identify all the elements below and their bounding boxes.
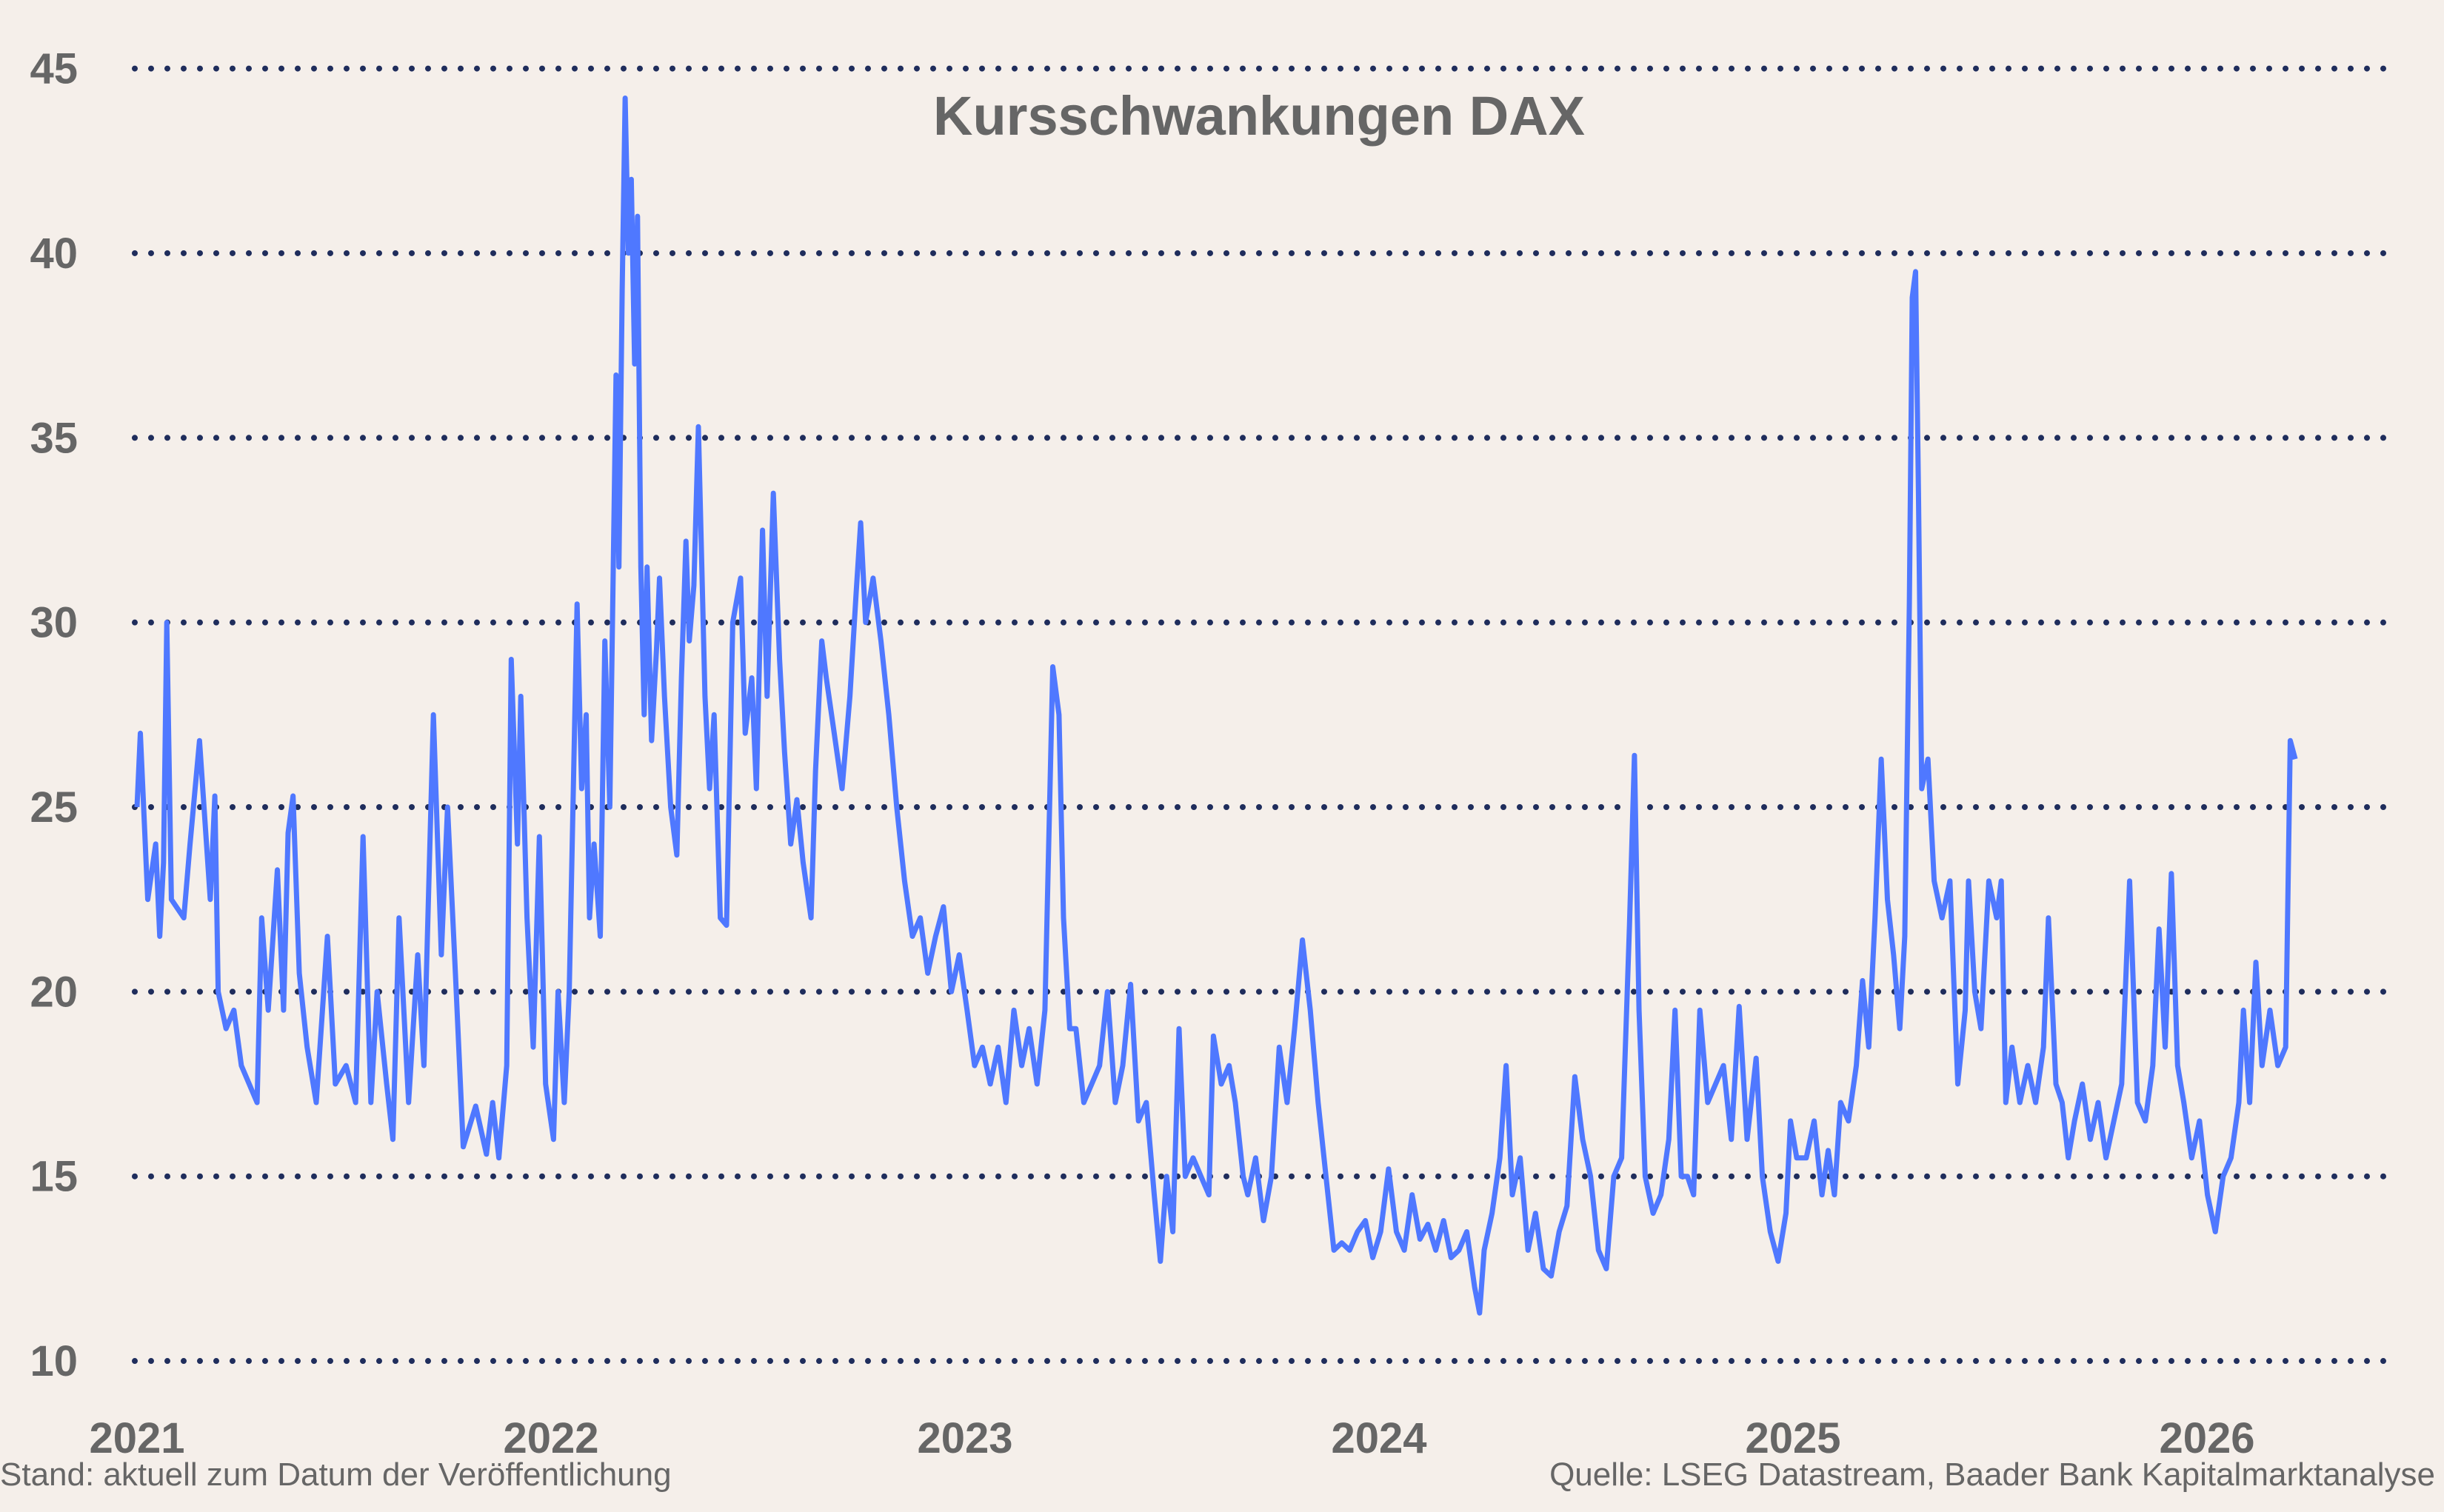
gridlines <box>132 65 2399 1365</box>
x-tick-label: 2025 <box>1745 1414 1840 1462</box>
footer-source: Quelle: LSEG Datastream, Baader Bank Kap… <box>1549 1456 2435 1493</box>
y-tick-label: 25 <box>30 783 78 832</box>
y-tick-label: 20 <box>30 968 78 1016</box>
x-axis-ticks: 2021 2022 2023 2024 2025 2026 <box>89 1414 2254 1462</box>
chart-title: Kursschwankungen DAX <box>933 85 1585 147</box>
x-tick-label: 2024 <box>1331 1414 1426 1462</box>
x-tick-label: 2021 <box>89 1414 184 1462</box>
y-tick-label: 40 <box>30 230 78 278</box>
y-tick-label: 45 <box>30 45 78 93</box>
y-tick-label: 35 <box>30 414 78 462</box>
y-axis-ticks: 10 15 20 25 30 35 40 45 <box>30 45 78 1385</box>
series-line <box>134 96 2298 1316</box>
y-tick-label: 10 <box>30 1337 78 1385</box>
x-tick-label: 2023 <box>917 1414 1012 1462</box>
y-tick-label: 30 <box>30 599 78 647</box>
x-tick-label: 2026 <box>2159 1414 2254 1462</box>
y-tick-label: 15 <box>30 1153 78 1201</box>
x-tick-label: 2022 <box>503 1414 598 1462</box>
footer-note: Stand: aktuell zum Datum der Veröffentli… <box>0 1456 672 1493</box>
